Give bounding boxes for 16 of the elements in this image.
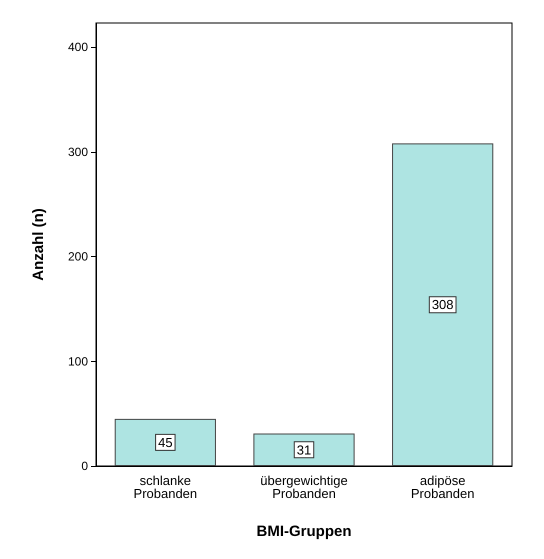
x-tick-label: schlanke Probanden (134, 473, 198, 501)
bar (392, 143, 494, 466)
y-tick-label: 100 (68, 354, 88, 368)
y-axis-title: Anzahl (n) (30, 208, 47, 281)
y-tick-label: 400 (68, 40, 88, 54)
x-tick-label: adipöse Probanden (410, 473, 474, 501)
y-tick-label: 200 (68, 250, 88, 264)
y-tick-label: 0 (81, 459, 88, 473)
bar (114, 418, 216, 466)
data-label: 31 (296, 442, 312, 458)
data-label: 308 (432, 297, 454, 312)
y-tick-label: 300 (68, 144, 88, 159)
x-axis-title: BMI-Gruppen (256, 523, 352, 540)
x-tick-label: übergewichtige Probanden (260, 473, 348, 501)
data-label: 45 (158, 434, 173, 450)
bar (253, 434, 355, 466)
